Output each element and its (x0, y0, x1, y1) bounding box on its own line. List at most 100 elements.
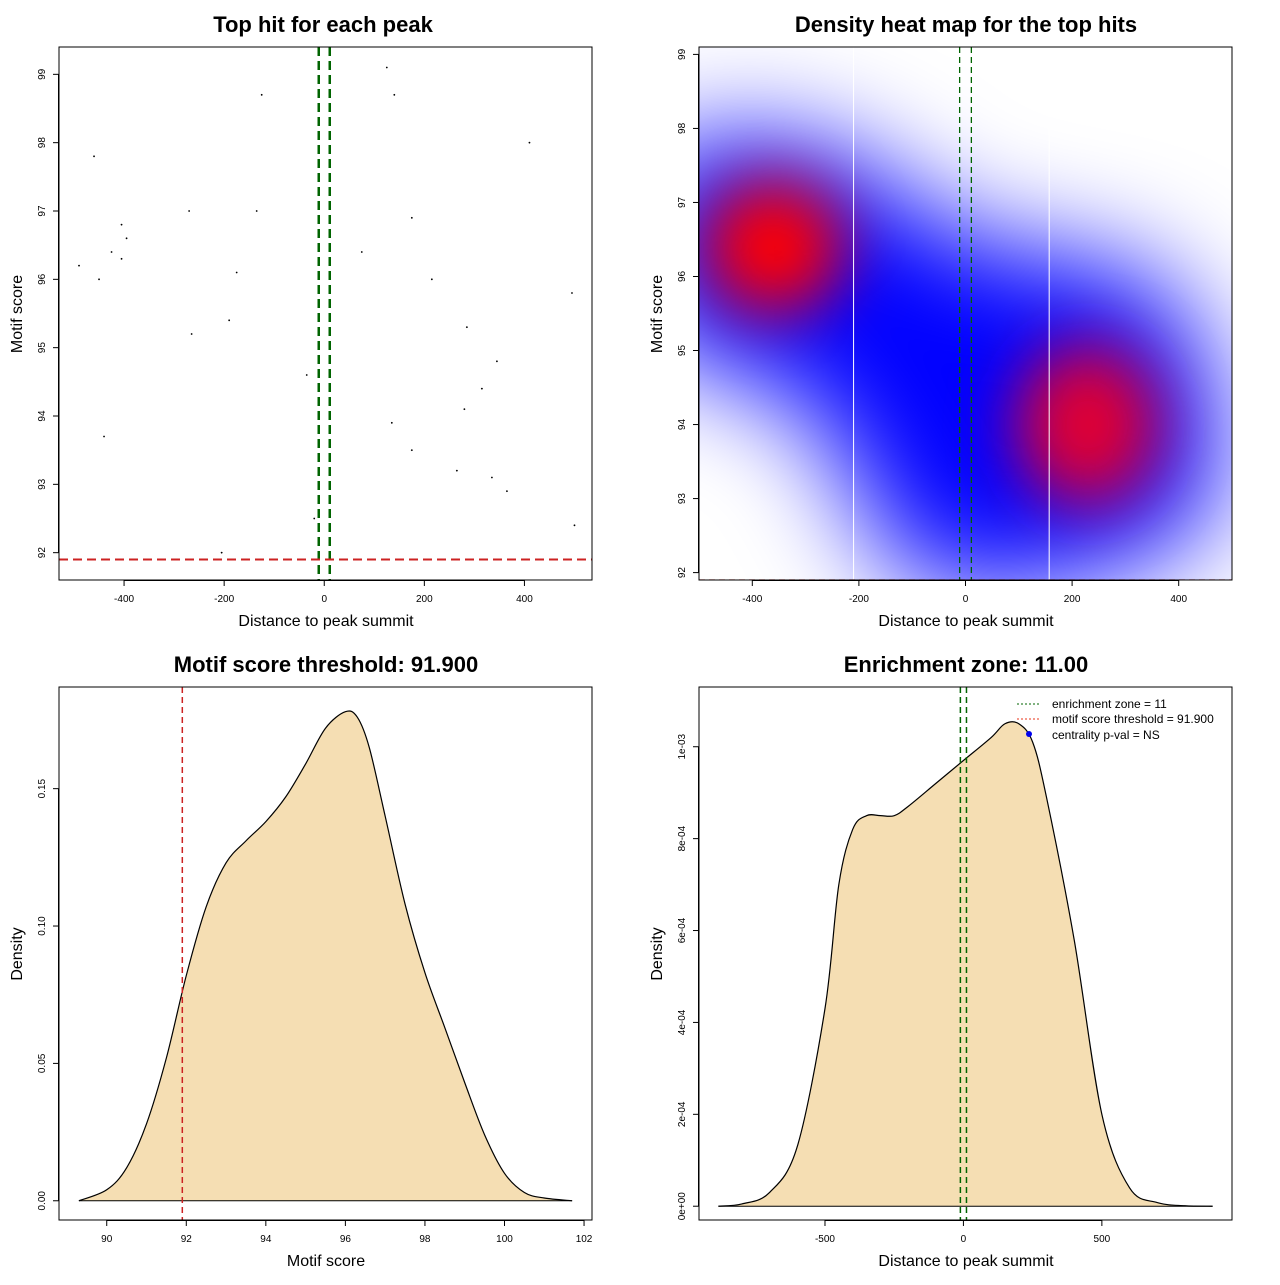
y-tick-label: 95 (677, 345, 688, 357)
y-tick-label: 4e-04 (677, 1009, 688, 1035)
score-density-title: Motif score threshold: 91.900 (174, 652, 478, 677)
scatter-point (491, 476, 493, 479)
x-tick-label: 90 (101, 1234, 113, 1245)
legend-pval-label: centrality p-val = NS (1052, 728, 1160, 742)
scatter-point (390, 421, 393, 424)
heatmap-surface (699, 47, 1232, 580)
legend: enrichment zone = 11 motif score thresho… (1017, 697, 1214, 742)
scatter-title: Top hit for each peak (213, 12, 433, 37)
heatmap-hotspots (703, 180, 1161, 505)
heatmap-ylabel: Motif score (649, 275, 666, 353)
scatter-point (410, 216, 413, 219)
y-tick-label: 97 (677, 196, 688, 208)
x-tick-label: -400 (114, 594, 134, 605)
heatmap-axes: -400 -200 0 200 400 92 93 94 95 96 97 98 99 (677, 48, 1187, 605)
x-tick-label: -200 (214, 594, 234, 605)
scatter-point (103, 435, 105, 438)
scatter-point (120, 257, 123, 260)
distance-density-ylabel: Density (649, 927, 666, 980)
heatmap-xlabel: Distance to peak summit (878, 613, 1054, 630)
scatter-point (410, 449, 413, 452)
scatter-point (78, 264, 80, 267)
density-area (718, 721, 1213, 1207)
scatter-point (313, 517, 316, 520)
y-tick-label: 93 (37, 478, 48, 490)
y-tick-label: 0.10 (37, 916, 48, 936)
x-tick-label: 500 (1094, 1234, 1111, 1245)
distance-density-marks (718, 687, 1213, 1220)
x-tick-label: 400 (1170, 594, 1187, 605)
y-tick-label: 98 (677, 122, 688, 134)
scatter-point (98, 278, 100, 281)
y-tick-label: 97 (37, 205, 48, 217)
scatter-point (235, 271, 238, 274)
y-tick-label: 96 (37, 273, 48, 285)
x-tick-label: -500 (815, 1234, 835, 1245)
x-tick-label: 100 (496, 1234, 513, 1245)
heatmap-panel: Density heat map for the top hits -400 -2… (649, 12, 1233, 630)
scatter-point (506, 490, 508, 493)
scatter-panel: Top hit for each peak -400 -200 0 200 400 92 9… (9, 12, 593, 630)
x-tick-label: -200 (849, 594, 869, 605)
x-tick-label: 98 (419, 1234, 431, 1245)
scatter-ylabel: Motif score (9, 275, 26, 353)
density-area (78, 710, 573, 1201)
legend-threshold-label: motif score threshold = 91.900 (1052, 712, 1214, 726)
scatter-point (463, 408, 466, 411)
x-tick-label: 94 (260, 1234, 272, 1245)
distance-density-axes: -500 0 500 0e+00 2e-04 4e-04 6e-04 8e-04 1e-03 (677, 734, 1111, 1245)
x-tick-label: -400 (742, 594, 762, 605)
x-tick-label: 96 (340, 1234, 352, 1245)
scatter-point (120, 223, 123, 226)
y-tick-label: 94 (677, 419, 688, 431)
x-tick-label: 102 (576, 1234, 593, 1245)
y-tick-label: 1e-03 (677, 734, 688, 760)
y-tick-label: 99 (37, 68, 48, 80)
scatter-point (385, 66, 388, 69)
scatter-point (305, 374, 308, 376)
scatter-axes: -400 -200 0 200 400 92 93 94 95 96 97 98 99 (37, 68, 533, 605)
y-tick-label: 6e-04 (677, 917, 688, 943)
heatmap-lines (699, 47, 1232, 580)
distance-density-panel: Enrichment zone: 11.00 -500 0 500 0e+00 2e-0… (649, 652, 1233, 1270)
distance-density-xlabel: Distance to peak summit (878, 1253, 1054, 1270)
scatter-point (480, 387, 483, 390)
score-density-panel: Motif score threshold: 91.900 90 92 94 96 98… (9, 652, 593, 1270)
y-tick-label: 0.15 (37, 778, 48, 798)
scatter-point (528, 141, 531, 144)
heatmap-title: Density heat map for the top hits (795, 12, 1137, 37)
x-tick-label: 200 (416, 594, 433, 605)
y-tick-label: 92 (37, 547, 48, 559)
y-tick-label: 93 (677, 493, 688, 505)
x-tick-label: 0 (963, 594, 969, 605)
y-tick-label: 99 (677, 48, 688, 60)
score-density-xlabel: Motif score (287, 1253, 365, 1270)
scatter-point (110, 251, 113, 253)
scatter-point (465, 326, 468, 329)
density-curve (78, 710, 573, 1202)
scatter-point (430, 278, 433, 281)
x-tick-label: 92 (181, 1234, 193, 1245)
scatter-point (220, 551, 223, 554)
score-density-axes: 90 92 94 96 98 100 102 0.00 0.05 0.10 0.15 (37, 778, 593, 1245)
scatter-marks (59, 47, 592, 580)
legend-enrichment-label: enrichment zone = 11 (1052, 697, 1167, 711)
scatter-point (496, 360, 498, 363)
scatter-xlabel: Distance to peak summit (238, 613, 414, 630)
x-tick-label: 200 (1064, 594, 1081, 605)
x-tick-label: 0 (321, 594, 327, 605)
y-tick-label: 96 (677, 270, 688, 282)
scatter-point (93, 155, 95, 158)
y-tick-label: 98 (37, 137, 48, 149)
y-tick-label: 95 (37, 342, 48, 354)
y-tick-label: 0e+00 (677, 1192, 688, 1221)
score-density-ylabel: Density (9, 927, 26, 980)
y-tick-label: 8e-04 (677, 825, 688, 851)
scatter-point (260, 93, 263, 96)
legend-pval-point (1026, 731, 1032, 737)
y-tick-label: 94 (37, 410, 48, 422)
x-tick-label: 400 (516, 594, 533, 605)
y-tick-label: 0.00 (37, 1191, 48, 1211)
scatter-point (190, 333, 193, 335)
